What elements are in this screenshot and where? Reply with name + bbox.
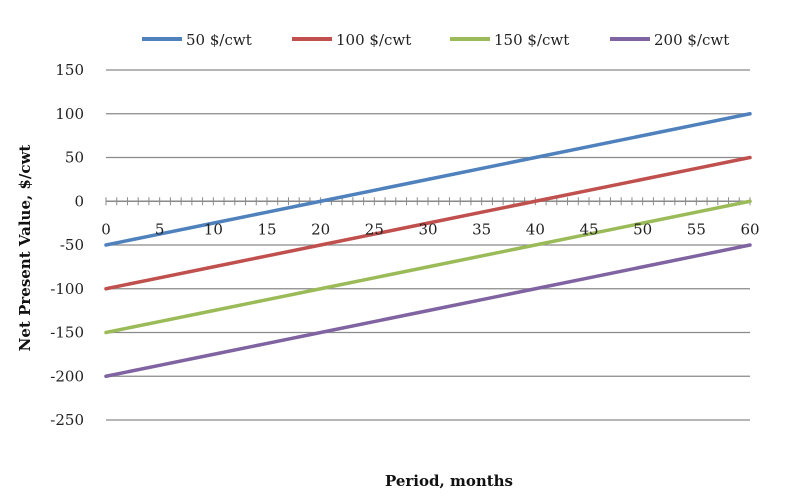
series-line-2 [104,155,752,291]
x-tick-label: 55 [687,220,706,238]
legend-label: 50 $/cwt [186,31,252,49]
legend-label: 200 $/cwt [654,31,729,49]
y-tick-label: -150 [50,324,84,342]
y-tick-label: 50 [65,149,84,167]
y-tick-label: -250 [50,411,84,429]
x-tick-label: 50 [633,220,652,238]
x-tick-label: 45 [579,220,598,238]
series-line-4 [104,243,752,378]
legend-label: 100 $/cwt [336,31,411,49]
series-lines [104,112,752,378]
y-tick-label: 0 [74,192,84,210]
x-axis-title: Period, months [385,472,513,490]
x-tick-label: 5 [155,220,165,238]
legend-label: 150 $/cwt [494,31,569,49]
y-tick-label: 100 [55,105,84,123]
x-tick-label: 25 [365,220,384,238]
y-tick-labels: 150 100 50 0 -50 -100 -150 -200 -250 [50,61,84,429]
x-tick-label: 0 [101,220,111,238]
x-tick-label: 15 [257,220,276,238]
series-line-1 [104,112,752,247]
x-tick-label: 60 [740,220,759,238]
x-tick-label: 35 [472,220,491,238]
x-tick-label: 30 [418,220,437,238]
x-axis [105,197,751,206]
y-axis-title: Net Present Value, $/cwt [16,145,34,352]
y-tick-label: -200 [50,367,84,385]
x-tick-label: 20 [311,220,330,238]
legend: 50 $/cwt 100 $/cwt 150 $/cwt 200 $/cwt [142,31,729,49]
x-tick-label: 10 [204,220,223,238]
series-line-3 [104,199,752,335]
x-tick-label: 40 [526,220,545,238]
y-tick-label: 150 [55,61,84,79]
x-tick-labels: 0 5 10 15 20 25 30 35 40 45 50 55 60 [101,220,759,238]
y-tick-label: -50 [60,236,84,254]
grid-lines [106,69,750,421]
y-tick-label: -100 [50,280,84,298]
